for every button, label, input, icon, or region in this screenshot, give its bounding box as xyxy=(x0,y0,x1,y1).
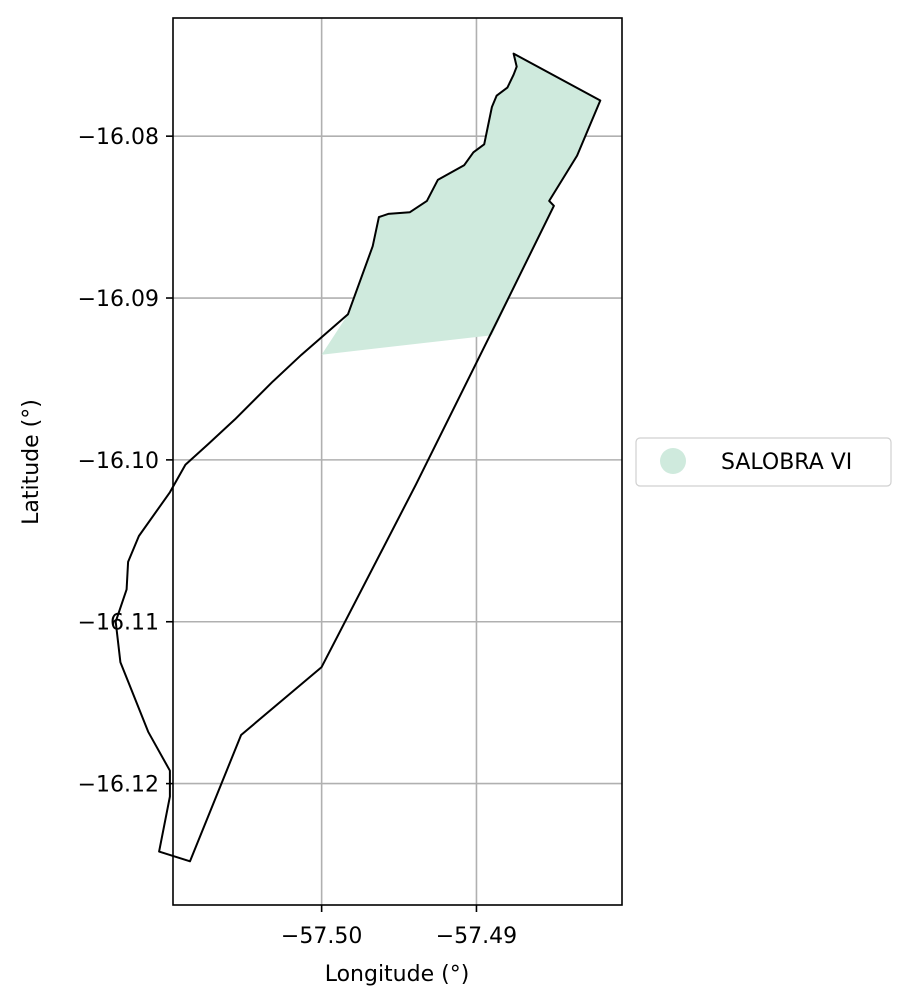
plot-frame xyxy=(172,17,623,906)
x-tick-label: −57.50 xyxy=(281,924,362,949)
legend: SALOBRA VI xyxy=(635,437,892,487)
map-shapes xyxy=(114,52,602,863)
y-axis-label: Latitude (°) xyxy=(19,399,44,525)
legend-marker xyxy=(660,448,686,474)
legend-label: SALOBRA VI xyxy=(721,450,852,475)
y-tick-label: −16.12 xyxy=(78,773,159,798)
ticks: −57.50 −57.49 −16.08 −16.09 −16.10 −16.11 −16.… xyxy=(78,125,518,949)
x-axis-label: Longitude (°) xyxy=(325,962,470,987)
x-tick-label: −57.49 xyxy=(436,924,517,949)
y-tick-label: −16.09 xyxy=(78,287,159,312)
salobra-vi-area xyxy=(321,53,601,355)
y-tick-label: −16.11 xyxy=(78,611,159,636)
property-boundary xyxy=(114,52,602,863)
legend-box xyxy=(635,437,892,487)
y-tick-label: −16.08 xyxy=(78,125,159,150)
y-tick-label: −16.10 xyxy=(78,449,159,474)
